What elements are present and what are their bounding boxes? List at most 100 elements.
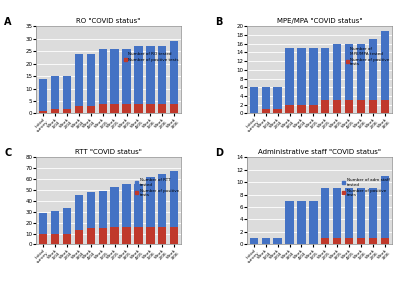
Bar <box>63 208 71 233</box>
Bar <box>286 105 294 113</box>
Bar <box>122 49 131 104</box>
Legend: Number of RO tested, Number of positive tests: Number of RO tested, Number of positive … <box>123 52 179 62</box>
Bar <box>39 213 47 233</box>
Bar <box>98 228 107 244</box>
Bar <box>250 87 258 113</box>
Bar <box>63 109 71 113</box>
Bar <box>309 48 318 105</box>
Text: C: C <box>4 148 11 158</box>
Bar <box>87 192 95 228</box>
Bar <box>87 106 95 113</box>
Bar <box>98 49 107 104</box>
Bar <box>333 238 341 244</box>
Text: B: B <box>215 17 222 27</box>
Bar <box>309 201 318 244</box>
Bar <box>63 76 71 109</box>
Bar <box>333 100 341 113</box>
Bar <box>146 46 154 104</box>
Bar <box>381 31 389 100</box>
Bar <box>274 87 282 109</box>
Bar <box>286 48 294 105</box>
Legend: Number of
MPE/MPA tested, Number of positive
tests: Number of MPE/MPA tested, Number of posi… <box>345 47 390 67</box>
Bar <box>134 184 142 227</box>
Bar <box>381 100 389 113</box>
Bar <box>262 87 270 109</box>
Bar <box>110 187 119 227</box>
Bar <box>134 227 142 244</box>
Bar <box>274 238 282 244</box>
Bar <box>122 184 131 227</box>
Bar <box>110 227 119 244</box>
Bar <box>87 54 95 106</box>
Bar <box>369 100 377 113</box>
Bar <box>110 49 119 104</box>
Bar <box>333 188 341 238</box>
Bar <box>369 39 377 100</box>
Bar <box>297 48 306 105</box>
Title: RTT "COVID status": RTT "COVID status" <box>75 149 142 155</box>
Bar <box>345 188 353 238</box>
Bar <box>39 111 47 113</box>
Bar <box>158 173 166 227</box>
Bar <box>158 227 166 244</box>
Bar <box>75 230 83 244</box>
Bar <box>146 227 154 244</box>
Text: D: D <box>215 148 223 158</box>
Bar <box>134 46 142 104</box>
Text: A: A <box>4 17 12 27</box>
Title: RO "COVID status": RO "COVID status" <box>76 18 141 24</box>
Bar <box>381 176 389 238</box>
Bar <box>122 104 131 113</box>
Bar <box>158 104 166 113</box>
Bar <box>297 105 306 113</box>
Bar <box>63 233 71 244</box>
Bar <box>51 211 59 233</box>
Bar <box>321 48 330 100</box>
Bar <box>357 100 365 113</box>
Bar <box>345 44 353 100</box>
Bar <box>146 104 154 113</box>
Bar <box>110 104 119 113</box>
Legend: Number of RTT
tested, Number of positive
tests: Number of RTT tested, Number of positive… <box>134 178 179 198</box>
Title: MPE/MPA "COVID status": MPE/MPA "COVID status" <box>276 18 362 24</box>
Bar <box>98 104 107 113</box>
Bar <box>75 106 83 113</box>
Bar <box>297 201 306 244</box>
Bar <box>39 79 47 111</box>
Legend: Number of adm staff
tested, Number of positive
tests: Number of adm staff tested, Number of po… <box>342 178 390 198</box>
Bar <box>51 109 59 113</box>
Bar <box>146 177 154 227</box>
Bar <box>286 201 294 244</box>
Bar <box>87 228 95 244</box>
Bar <box>369 238 377 244</box>
Bar <box>51 233 59 244</box>
Bar <box>262 238 270 244</box>
Bar <box>98 191 107 228</box>
Bar <box>170 41 178 104</box>
Bar <box>369 188 377 238</box>
Bar <box>39 233 47 244</box>
Bar <box>75 54 83 106</box>
Bar <box>170 104 178 113</box>
Bar <box>250 238 258 244</box>
Bar <box>345 238 353 244</box>
Bar <box>51 76 59 109</box>
Bar <box>122 227 131 244</box>
Bar <box>170 171 178 227</box>
Bar <box>357 188 365 238</box>
Bar <box>309 105 318 113</box>
Bar <box>357 44 365 100</box>
Bar <box>262 109 270 113</box>
Bar <box>134 104 142 113</box>
Bar <box>357 238 365 244</box>
Bar <box>274 109 282 113</box>
Bar <box>170 227 178 244</box>
Bar <box>345 100 353 113</box>
Bar <box>321 238 330 244</box>
Bar <box>158 46 166 104</box>
Title: Administrative staff "COVID status": Administrative staff "COVID status" <box>258 149 381 155</box>
Bar <box>321 100 330 113</box>
Bar <box>321 188 330 238</box>
Bar <box>381 238 389 244</box>
Bar <box>75 195 83 230</box>
